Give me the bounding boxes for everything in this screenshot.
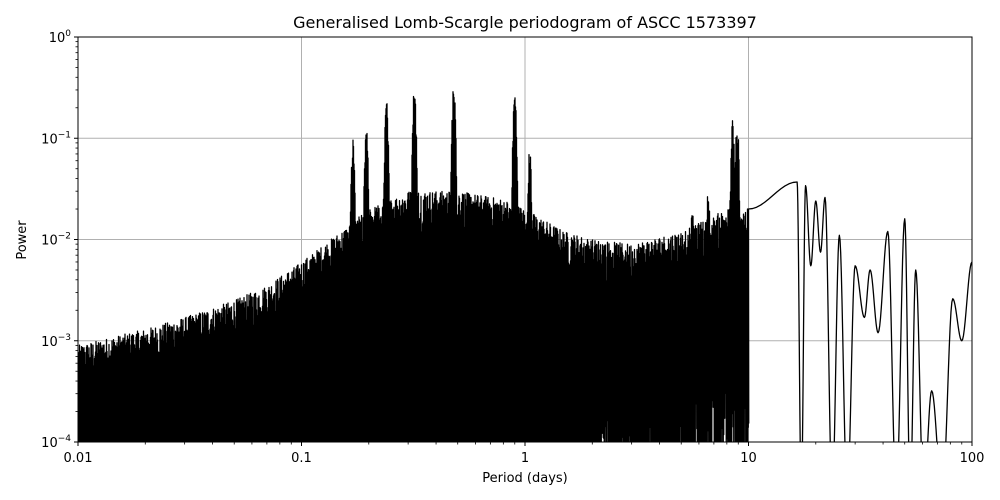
x-tick-label: 10 <box>740 451 757 466</box>
periodogram-curve <box>78 91 972 442</box>
x-axis-label: Period (days) <box>482 471 568 486</box>
y-tick-label: 10−1 <box>41 130 71 147</box>
y-axis-ticks: 10−4 10−3 10−2 10−1 100 <box>41 29 78 451</box>
y-tick-label: 10−3 <box>41 333 71 350</box>
y-tick-label: 10−4 <box>41 434 71 451</box>
chart-title: Generalised Lomb-Scargle periodogram of … <box>293 13 757 32</box>
periodogram-line <box>78 91 972 442</box>
y-axis-label: Power <box>15 220 30 260</box>
y-tick-label: 100 <box>49 29 72 46</box>
x-tick-label: 100 <box>960 451 985 466</box>
x-tick-label: 1 <box>521 451 529 466</box>
x-axis-ticks: 0.01 0.1 1 10 100 <box>64 442 985 466</box>
x-tick-label: 0.01 <box>64 451 93 466</box>
x-tick-label: 0.1 <box>291 451 312 466</box>
y-tick-label: 10−2 <box>41 232 71 249</box>
